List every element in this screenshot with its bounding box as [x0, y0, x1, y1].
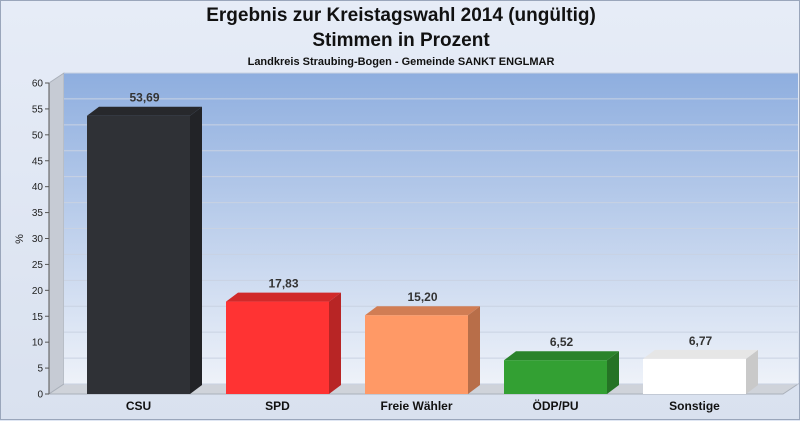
y-tick-label: 25	[32, 260, 44, 271]
y-tick-label: 5	[37, 364, 43, 375]
x-tick-label: CSU	[126, 399, 151, 413]
x-tick-label: Sonstige	[669, 399, 720, 413]
bar-top	[643, 349, 758, 359]
y-axis: 0 5 10 15 20 25 30 35 40 45 50 55 60	[32, 79, 50, 401]
y-tick-label: 60	[32, 79, 44, 90]
chart-title: Ergebnis zur Kreistagswahl 2014 (ungülti…	[206, 5, 596, 26]
data-label: 53,69	[129, 91, 159, 105]
y-tick-label: 55	[32, 104, 44, 115]
y-tick-label: 35	[32, 208, 44, 219]
bar	[226, 301, 329, 394]
y-tick-label: 50	[32, 130, 44, 141]
bar-top	[226, 292, 341, 302]
bar-top	[365, 306, 480, 316]
x-axis-labels: CSU SPD Freie Wähler ÖDP/PU Sonstige	[126, 398, 720, 413]
bar-side	[329, 292, 341, 394]
bar-side	[190, 106, 202, 394]
y-tick-label: 0	[37, 390, 43, 401]
y-tick-label: 10	[32, 338, 44, 349]
bar	[365, 315, 468, 394]
data-label: 6,77	[689, 334, 713, 348]
bar-side	[607, 351, 619, 394]
bars: 53,69 17,83 15,20 6,52 6,77	[87, 91, 758, 394]
chart-caption: Landkreis Straubing-Bogen - Gemeinde SAN…	[247, 56, 555, 68]
y-tick-label: 30	[32, 234, 44, 245]
x-tick-label: Freie Wähler	[380, 399, 452, 413]
bar	[504, 360, 607, 394]
bar-side	[746, 349, 758, 394]
y-axis-label: %	[14, 234, 26, 244]
y-tick-label: 20	[32, 286, 44, 297]
plot-side-wall	[48, 72, 65, 395]
bar-top	[504, 351, 619, 361]
bar-side	[468, 306, 480, 394]
bar-top	[87, 106, 202, 116]
x-tick-label: ÖDP/PU	[532, 398, 578, 413]
y-tick-label: 15	[32, 312, 44, 323]
data-label: 6,52	[550, 335, 574, 349]
x-tick-label: SPD	[265, 399, 290, 413]
y-tick-label: 45	[32, 156, 44, 167]
bar	[643, 358, 746, 394]
data-label: 15,20	[407, 290, 437, 304]
bar	[87, 115, 190, 394]
data-label: 17,83	[268, 277, 298, 291]
chart-subtitle: Stimmen in Prozent	[312, 30, 490, 51]
y-tick-label: 40	[32, 182, 44, 193]
